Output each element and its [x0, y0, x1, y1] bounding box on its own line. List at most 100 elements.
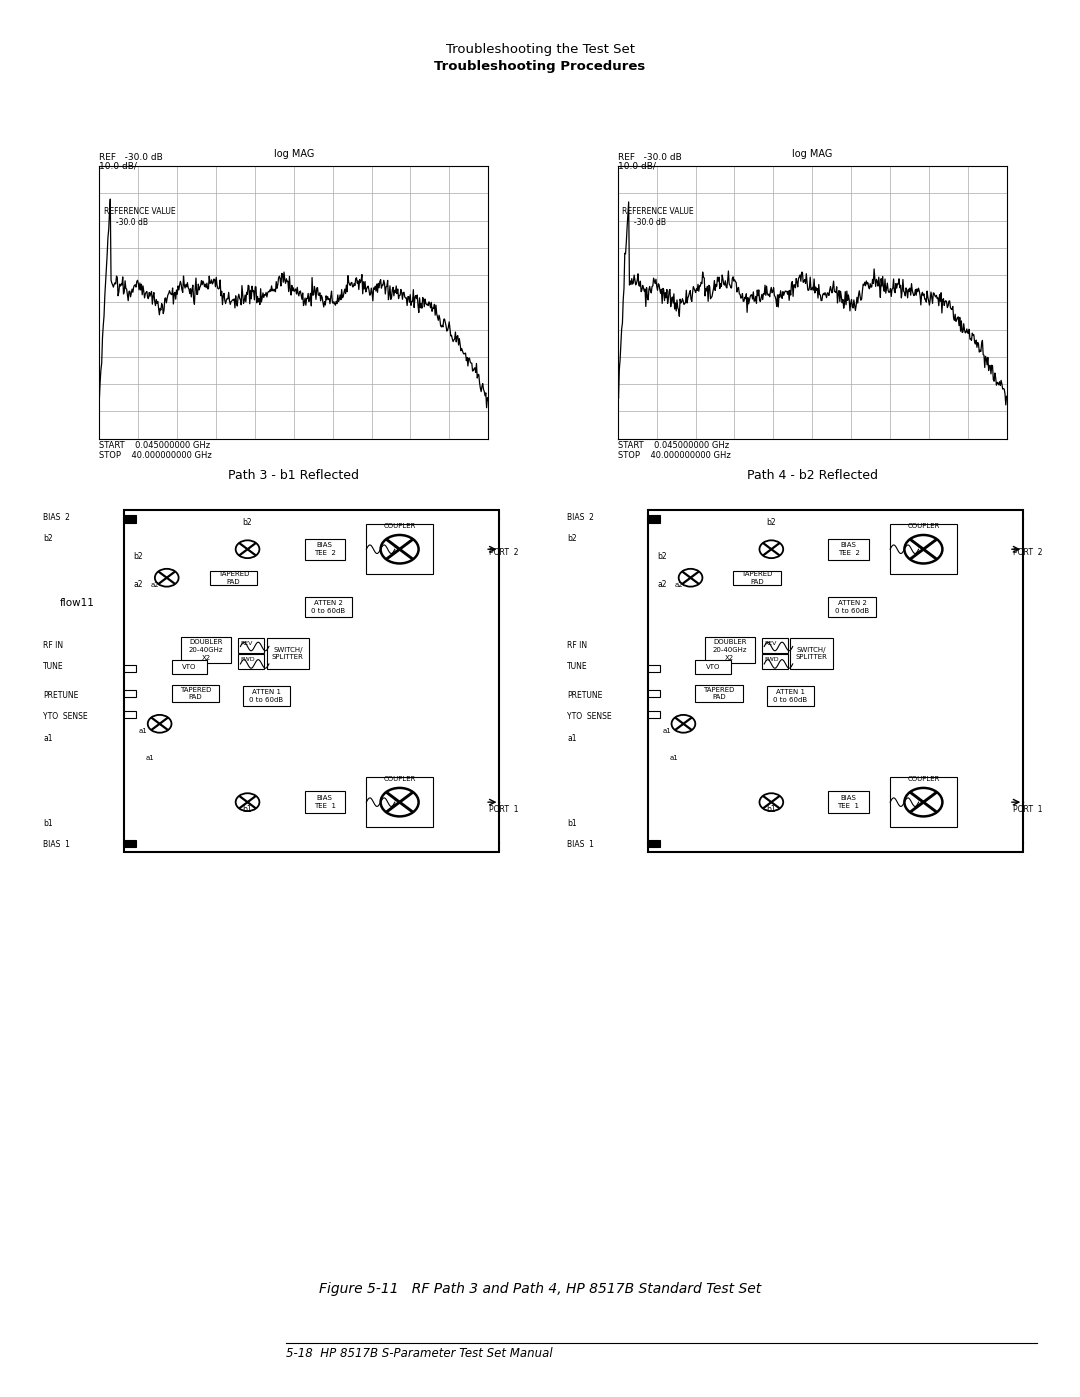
Text: b2: b2 [767, 518, 777, 527]
Text: ATTEN 2: ATTEN 2 [838, 601, 866, 606]
Bar [210, 570, 257, 585]
Bar [172, 659, 207, 673]
Bar [124, 510, 499, 852]
Text: DOUBLER: DOUBLER [189, 638, 222, 645]
Bar [238, 638, 265, 652]
Text: SWITCH/: SWITCH/ [797, 647, 826, 652]
Text: YTO  SENSE: YTO SENSE [567, 712, 611, 721]
Text: FWD: FWD [765, 657, 779, 662]
Text: TAPERED: TAPERED [741, 571, 773, 577]
Bar [305, 539, 345, 560]
Text: Figure 5-11   RF Path 3 and Path 4, HP 8517B Standard Test Set: Figure 5-11 RF Path 3 and Path 4, HP 851… [319, 1282, 761, 1296]
Bar [890, 524, 957, 574]
Bar [124, 840, 136, 848]
Circle shape [672, 715, 696, 732]
Text: b1: b1 [43, 819, 53, 828]
Text: PRETUNE: PRETUNE [567, 690, 603, 700]
Text: REF   -30.0 dB: REF -30.0 dB [99, 154, 163, 162]
Text: BIAS  1: BIAS 1 [43, 841, 70, 849]
Text: START    0.045000000 GHz: START 0.045000000 GHz [99, 441, 211, 450]
Text: b1: b1 [243, 805, 253, 814]
Text: REV: REV [241, 641, 253, 647]
Bar [648, 711, 660, 718]
Bar [648, 840, 660, 848]
Text: COUPLER: COUPLER [383, 522, 416, 529]
Text: PORT  1: PORT 1 [1013, 805, 1042, 814]
Text: BIAS: BIAS [316, 795, 333, 802]
Text: ATTEN 1: ATTEN 1 [775, 689, 805, 696]
Text: YTO  SENSE: YTO SENSE [43, 712, 87, 721]
Text: log MAG: log MAG [273, 149, 314, 159]
Text: TEE  2: TEE 2 [838, 550, 860, 556]
Text: TUNE: TUNE [43, 662, 64, 672]
Bar [366, 524, 433, 574]
Text: PORT  2: PORT 2 [489, 548, 518, 557]
Bar [648, 514, 660, 522]
Text: ATTEN 1: ATTEN 1 [252, 689, 281, 696]
Text: 0 to 60dB: 0 to 60dB [249, 697, 284, 703]
Circle shape [154, 569, 178, 587]
Text: a2: a2 [675, 583, 684, 588]
Circle shape [148, 715, 172, 732]
Text: STOP    40.000000000 GHz: STOP 40.000000000 GHz [618, 451, 730, 460]
Text: FWD: FWD [241, 657, 255, 662]
Text: 0 to 60dB: 0 to 60dB [835, 608, 869, 615]
Text: REFERENCE VALUE
     -30.0 dB: REFERENCE VALUE -30.0 dB [104, 207, 176, 226]
Text: b2: b2 [567, 534, 577, 543]
Text: VTO: VTO [183, 664, 197, 669]
Text: TEE  2: TEE 2 [314, 550, 336, 556]
Text: TAPERED: TAPERED [703, 686, 734, 693]
Circle shape [678, 569, 702, 587]
Text: TAPERED: TAPERED [179, 686, 211, 693]
Bar [696, 685, 743, 703]
Bar [696, 659, 731, 673]
Text: a2: a2 [134, 580, 143, 590]
Bar [733, 570, 781, 585]
Text: PAD: PAD [751, 578, 764, 585]
Circle shape [904, 535, 943, 563]
Text: b2: b2 [43, 534, 53, 543]
Text: PRETUNE: PRETUNE [43, 690, 79, 700]
Bar [267, 638, 309, 669]
Text: RF IN: RF IN [567, 641, 588, 650]
Text: a1: a1 [146, 754, 154, 760]
Bar [761, 654, 788, 669]
Text: REV: REV [765, 641, 777, 647]
Text: a2: a2 [151, 583, 160, 588]
Text: Troubleshooting the Test Set: Troubleshooting the Test Set [446, 43, 635, 56]
Circle shape [380, 535, 419, 563]
Bar [305, 792, 345, 813]
Text: COUPLER: COUPLER [907, 775, 940, 782]
Bar [124, 690, 136, 697]
Text: DOUBLER: DOUBLER [713, 638, 746, 645]
Text: PAD: PAD [227, 578, 240, 585]
Text: PORT  2: PORT 2 [1013, 548, 1042, 557]
Text: 0 to 60dB: 0 to 60dB [773, 697, 808, 703]
Bar [828, 598, 876, 617]
Text: SPLITTER: SPLITTER [272, 654, 303, 661]
Text: 0 to 60dB: 0 to 60dB [311, 608, 346, 615]
Bar [791, 638, 833, 669]
Text: flow11: flow11 [59, 598, 94, 608]
Text: X2: X2 [725, 655, 734, 661]
Text: Troubleshooting Procedures: Troubleshooting Procedures [434, 60, 646, 73]
Text: BIAS: BIAS [840, 542, 856, 548]
Bar [890, 777, 957, 827]
Text: Path 4 - b2 Reflected: Path 4 - b2 Reflected [746, 469, 878, 482]
Text: PAD: PAD [188, 694, 202, 700]
Text: b1: b1 [567, 819, 577, 828]
Text: 20-40GHz: 20-40GHz [713, 647, 747, 652]
Bar [366, 777, 433, 827]
Text: 20-40GHz: 20-40GHz [189, 647, 224, 652]
Bar [124, 514, 136, 522]
Text: Path 3 - b1 Reflected: Path 3 - b1 Reflected [228, 469, 360, 482]
Text: TAPERED: TAPERED [217, 571, 249, 577]
Bar [761, 638, 788, 652]
Bar [243, 686, 291, 705]
Bar [828, 539, 868, 560]
Bar [648, 510, 1023, 852]
Circle shape [235, 541, 259, 559]
Text: b2: b2 [658, 552, 667, 560]
Text: log MAG: log MAG [792, 149, 833, 159]
Text: TEE  1: TEE 1 [838, 803, 860, 809]
